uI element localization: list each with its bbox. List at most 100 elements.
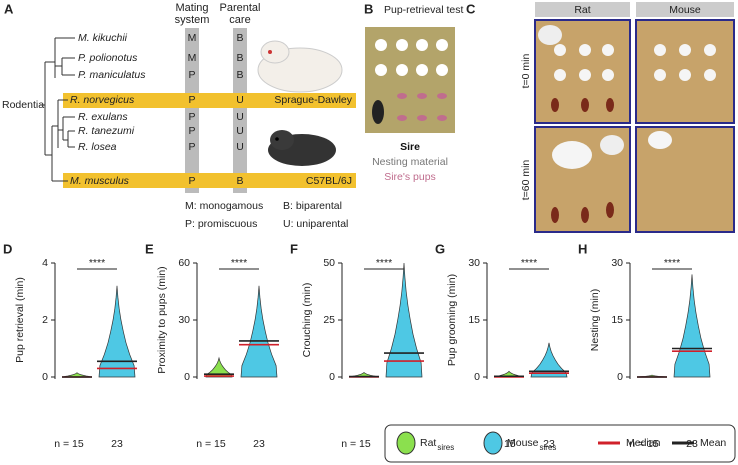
highlight-band: [63, 173, 356, 188]
sire: [372, 100, 384, 124]
species-name: M. kikuchii: [78, 32, 128, 44]
y-tick-label: 0: [184, 371, 190, 383]
column-header: Parental care: [220, 2, 261, 26]
species-name: P. polionotus: [78, 52, 138, 64]
care-code: U: [236, 125, 244, 137]
legend-label: Median: [626, 437, 661, 449]
significance: ****: [521, 257, 537, 269]
y-axis-label: Pup grooming (min): [446, 274, 458, 366]
significance: ****: [89, 257, 105, 269]
y-tick-label: 0: [329, 371, 335, 383]
mating-code: M: [188, 32, 197, 44]
key-entry: B: biparental: [283, 200, 342, 212]
significance: ****: [664, 257, 680, 269]
x-tick-label: 23: [543, 438, 555, 450]
significance: ****: [231, 257, 247, 269]
x-tick-label: 23: [111, 438, 123, 450]
y-tick-label: 15: [468, 314, 480, 326]
x-tick-label: n = 15: [629, 438, 659, 450]
care-code: U: [236, 94, 244, 106]
legend-label: Rat: [420, 437, 436, 449]
key-entry: U: uniparental: [283, 218, 348, 230]
mating-code: P: [188, 94, 195, 106]
mouse-photo: [268, 130, 336, 166]
care-code: B: [236, 32, 243, 44]
panel-letter: C: [466, 1, 476, 16]
x-tick-label: n = 15: [54, 438, 84, 450]
legend-box: [384, 424, 736, 463]
violin: [673, 274, 711, 378]
y-tick-label: 4: [42, 257, 48, 269]
strain-name: C57BL/6J: [306, 175, 352, 187]
phylogeny: [40, 37, 75, 182]
panel-letter: G: [435, 241, 445, 256]
x-tick-label: 23: [253, 438, 265, 450]
x-tick-label: n = 15: [341, 438, 371, 450]
x-tick-label: n = 15: [196, 438, 226, 450]
key-entry: M: monogamous: [185, 200, 263, 212]
column-shade: [233, 28, 247, 193]
species-name: M. musculus: [70, 175, 130, 187]
violin: [205, 356, 233, 378]
panel-letter: D: [3, 241, 12, 256]
mating-code: M: [188, 52, 197, 64]
care-code: B: [236, 69, 243, 81]
y-axis-label: Nesting (min): [589, 289, 601, 351]
highlight-band: [63, 93, 356, 108]
significance: ****: [376, 257, 392, 269]
species-name: R. tanezumi: [78, 125, 135, 137]
care-code: B: [236, 52, 243, 64]
legend-label: Mean: [700, 437, 726, 449]
rat-photo: [257, 40, 343, 93]
care-code: U: [236, 141, 244, 153]
care-code: U: [236, 111, 244, 123]
panel-letter: A: [4, 1, 14, 16]
panel-title: Pup-retrieval test: [384, 4, 463, 16]
violin: [385, 262, 423, 378]
species-name: R. exulans: [78, 111, 128, 123]
nesting-material: [375, 39, 448, 76]
mating-code: P: [188, 125, 195, 137]
legend-swatch: [483, 431, 503, 455]
y-tick-label: 30: [178, 314, 190, 326]
care-code: B: [236, 175, 243, 187]
column-tab: [636, 2, 734, 17]
column-header: Mating system: [175, 2, 210, 26]
column-tab: [535, 2, 630, 17]
root-label: Rodentia: [2, 99, 44, 111]
y-axis-label: Proximity to pups (min): [156, 266, 168, 373]
row-label: t=60 min: [520, 160, 532, 201]
column-label: Rat: [574, 4, 590, 16]
y-tick-label: 15: [611, 314, 623, 326]
mating-code: P: [188, 69, 195, 81]
violin: [63, 372, 91, 378]
mating-code: P: [188, 111, 195, 123]
panel-letter: B: [364, 1, 373, 16]
y-axis-label: Pup retrieval (min): [14, 277, 26, 363]
legend-subscript: sires: [437, 443, 454, 452]
schematic-label: Sire's pups: [384, 171, 436, 183]
key-entry: P: promiscuous: [185, 218, 257, 230]
y-tick-label: 50: [323, 257, 335, 269]
mating-code: P: [188, 141, 195, 153]
violin: [98, 285, 136, 378]
violin: [240, 285, 278, 378]
schematic-label: Nesting material: [372, 156, 448, 168]
panel-letter: E: [145, 241, 154, 256]
y-tick-label: 0: [42, 371, 48, 383]
species-name: R. norvegicus: [70, 94, 135, 106]
legend-swatch: [396, 431, 416, 455]
mating-code: P: [188, 175, 195, 187]
column-label: Mouse: [669, 4, 701, 16]
y-tick-label: 0: [474, 371, 480, 383]
y-tick-label: 60: [178, 257, 190, 269]
row-label: t=0 min: [520, 53, 532, 88]
panel-letter: F: [290, 241, 298, 256]
y-tick-label: 30: [611, 257, 623, 269]
panel-letter: H: [578, 241, 587, 256]
violin: [530, 342, 568, 378]
y-tick-label: 30: [468, 257, 480, 269]
column-shade: [185, 28, 199, 193]
pups: [397, 93, 447, 121]
